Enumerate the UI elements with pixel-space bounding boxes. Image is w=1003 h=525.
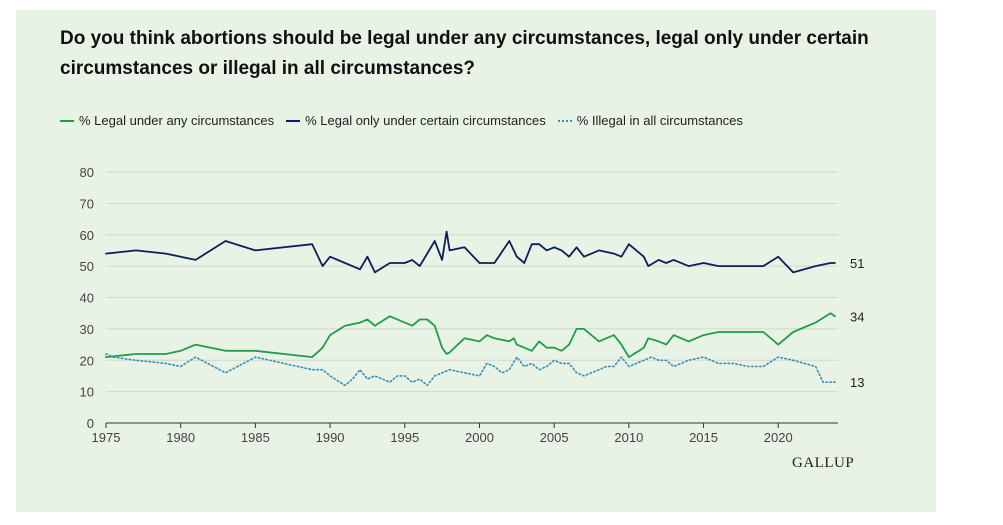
legend-label-legal-certain: % Legal only under certain circumstances	[305, 113, 546, 128]
gallup-logo: GALLUP	[792, 455, 855, 471]
chart-title: Do you think abortions should be legal u…	[60, 28, 869, 79]
x-tick-label-1985: 1985	[241, 430, 270, 445]
x-tick-label-1995: 1995	[390, 430, 419, 445]
legend-item-legal-certain: % Legal only under certain circumstances	[286, 113, 546, 128]
legend-label-legal-any: % Legal under any circumstances	[79, 113, 275, 128]
legend-label-illegal: % Illegal in all circumstances	[576, 113, 743, 128]
y-tick-label-20: 20	[80, 353, 94, 368]
chart-legend: % Legal under any circumstances % Legal …	[60, 113, 755, 128]
legend-swatch-legal-any	[60, 119, 74, 122]
x-tick-label-2010: 2010	[614, 430, 643, 445]
x-tick-label-1990: 1990	[316, 430, 345, 445]
x-tick-label-1980: 1980	[166, 430, 195, 445]
series-line-legal_any	[105, 312, 836, 358]
y-tick-label-30: 30	[80, 322, 94, 337]
x-tick-label-2000: 2000	[465, 430, 494, 445]
legend-item-illegal: % Illegal in all circumstances	[557, 113, 743, 128]
x-tick-label-2020: 2020	[764, 430, 793, 445]
y-tick-label-10: 10	[80, 385, 94, 400]
end-label-legal_certain: 51	[850, 256, 864, 271]
x-tick-label-2005: 2005	[540, 430, 569, 445]
y-tick-label-50: 50	[80, 259, 94, 274]
x-tick-label-2015: 2015	[689, 430, 718, 445]
y-tick-label-40: 40	[80, 291, 94, 306]
x-tick-label-1975: 1975	[92, 430, 121, 445]
legend-item-legal-any: % Legal under any circumstances	[60, 113, 274, 128]
legend-swatch-illegal	[557, 119, 572, 122]
series-line-legal_certain	[105, 230, 836, 274]
end-label-illegal: 13	[850, 375, 864, 390]
y-tick-label-80: 80	[80, 165, 94, 180]
series-line-illegal	[105, 353, 836, 387]
end-label-legal_any: 34	[850, 309, 864, 324]
y-tick-label-0: 0	[87, 416, 94, 431]
legend-swatch-legal-certain	[286, 119, 301, 122]
y-tick-label-70: 70	[80, 196, 94, 211]
y-tick-label-60: 60	[80, 228, 94, 243]
